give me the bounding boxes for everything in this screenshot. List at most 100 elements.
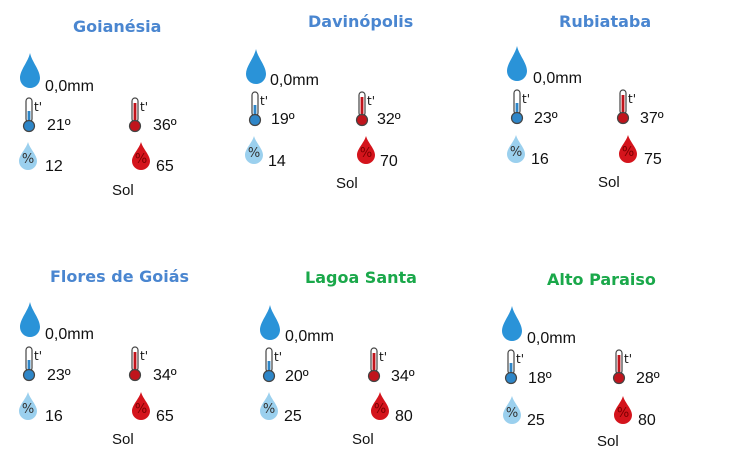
temp-max-value: 34º (153, 367, 177, 384)
rain-value: 0,0mm (285, 328, 334, 345)
temp-max-value: 32º (377, 111, 401, 128)
thermometer-hot-icon: t' (128, 97, 148, 133)
thermometer-cold-icon: t' (504, 349, 524, 385)
thermometer-hot-icon: t' (355, 91, 375, 127)
svg-text:t': t' (34, 100, 42, 114)
temp-min-value: 18º (528, 370, 552, 387)
svg-text:t': t' (379, 350, 387, 364)
svg-text:%: % (22, 402, 34, 417)
condition-label: Sol (352, 431, 374, 448)
rain-value: 0,0mm (533, 70, 582, 87)
svg-text:t': t' (628, 92, 636, 106)
humidity-min-value: 16 (531, 151, 549, 168)
humidity-low-icon: % (19, 392, 37, 420)
thermometer-hot-icon: t' (367, 347, 387, 383)
city-name: Alto Paraiso (547, 270, 656, 289)
temp-min-value: 19º (271, 111, 295, 128)
rain-value: 0,0mm (527, 330, 576, 347)
temp-max-value: 34º (391, 368, 415, 385)
thermometer-cold-icon: t' (22, 97, 42, 133)
svg-text:t': t' (624, 352, 632, 366)
humidity-low-icon: % (245, 136, 263, 164)
humidity-min-value: 25 (284, 408, 302, 425)
humidity-min-value: 25 (527, 412, 545, 429)
temp-max-value: 28º (636, 370, 660, 387)
humidity-low-icon: % (503, 396, 521, 424)
temp-min-value: 23º (47, 367, 71, 384)
svg-text:t': t' (34, 349, 42, 363)
svg-text:%: % (135, 152, 147, 167)
svg-text:t': t' (516, 352, 524, 366)
condition-label: Sol (597, 433, 619, 450)
humidity-high-icon: % (614, 396, 632, 424)
humidity-max-value: 75 (644, 151, 662, 168)
humidity-max-value: 70 (380, 153, 398, 170)
raindrop-icon (20, 53, 40, 88)
condition-label: Sol (598, 174, 620, 191)
svg-text:%: % (263, 402, 275, 417)
thermometer-cold-icon: t' (22, 346, 42, 382)
thermometer-hot-icon: t' (616, 89, 636, 125)
rain-value: 0,0mm (45, 326, 94, 343)
condition-label: Sol (336, 175, 358, 192)
thermometer-cold-icon: t' (510, 89, 530, 125)
svg-text:%: % (22, 152, 34, 167)
svg-text:%: % (617, 406, 629, 421)
humidity-high-icon: % (132, 392, 150, 420)
svg-text:%: % (622, 145, 634, 160)
raindrop-icon (507, 46, 527, 81)
humidity-max-value: 80 (395, 408, 413, 425)
svg-text:%: % (374, 402, 386, 417)
thermometer-cold-icon: t' (262, 347, 282, 383)
temp-min-value: 23º (534, 110, 558, 127)
humidity-high-icon: % (371, 392, 389, 420)
thermometer-cold-icon: t' (248, 91, 268, 127)
humidity-min-value: 16 (45, 408, 63, 425)
svg-text:t': t' (367, 94, 375, 108)
humidity-min-value: 12 (45, 158, 63, 175)
temp-min-value: 21º (47, 117, 71, 134)
city-name: Lagoa Santa (305, 268, 417, 287)
svg-text:%: % (510, 145, 522, 160)
rain-value: 0,0mm (270, 72, 319, 89)
raindrop-icon (260, 305, 280, 340)
svg-text:t': t' (522, 92, 530, 106)
svg-text:t': t' (274, 350, 282, 364)
condition-label: Sol (112, 431, 134, 448)
svg-text:%: % (506, 406, 518, 421)
temp-max-value: 37º (640, 110, 664, 127)
temp-min-value: 20º (285, 368, 309, 385)
humidity-min-value: 14 (268, 153, 286, 170)
humidity-max-value: 65 (156, 408, 174, 425)
svg-text:t': t' (140, 349, 148, 363)
svg-text:%: % (248, 146, 260, 161)
svg-text:t': t' (260, 94, 268, 108)
thermometer-hot-icon: t' (128, 346, 148, 382)
city-name: Flores de Goiás (50, 267, 190, 286)
humidity-low-icon: % (507, 135, 525, 163)
svg-text:t': t' (140, 100, 148, 114)
city-name: Rubiataba (559, 12, 652, 31)
humidity-high-icon: % (132, 142, 150, 170)
temp-max-value: 36º (153, 117, 177, 134)
humidity-high-icon: % (357, 136, 375, 164)
city-name: Goianésia (73, 17, 162, 36)
raindrop-icon (246, 49, 266, 84)
raindrop-icon (502, 306, 522, 341)
svg-text:%: % (135, 402, 147, 417)
condition-label: Sol (112, 182, 134, 199)
humidity-low-icon: % (260, 392, 278, 420)
thermometer-hot-icon: t' (612, 349, 632, 385)
humidity-max-value: 80 (638, 412, 656, 429)
raindrop-icon (20, 302, 40, 337)
humidity-low-icon: % (19, 142, 37, 170)
city-name: Davinópolis (308, 12, 414, 31)
rain-value: 0,0mm (45, 78, 94, 95)
svg-text:%: % (360, 146, 372, 161)
humidity-high-icon: % (619, 135, 637, 163)
